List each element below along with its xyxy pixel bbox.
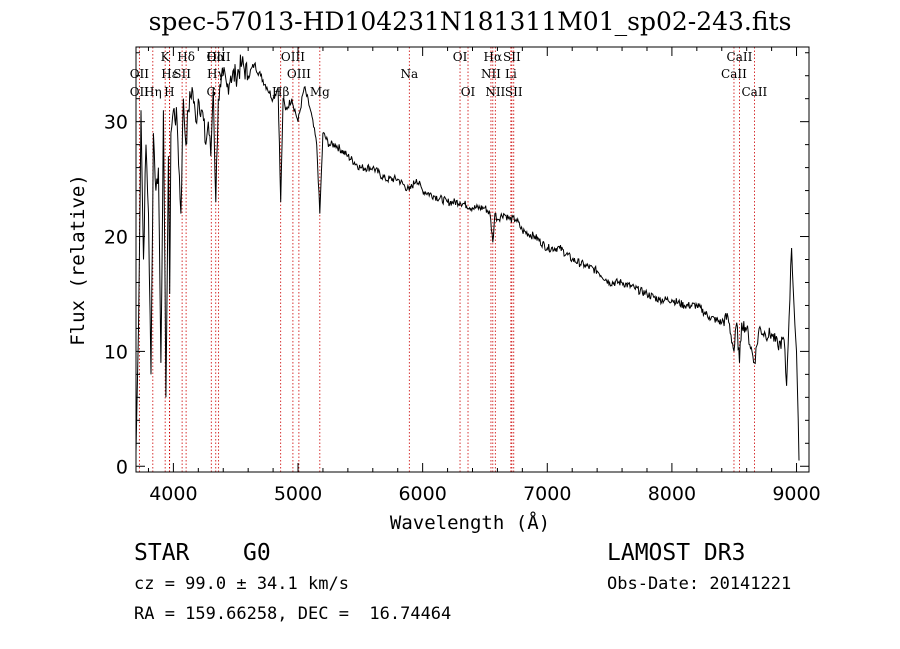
line-label-7: SII [503, 50, 521, 64]
line-label-11: SII [173, 67, 191, 81]
line-label-27: CaII [741, 85, 767, 99]
coordinates: RA = 159.66258, DEC = 16.74464 [134, 604, 452, 624]
line-label-18: OII [130, 85, 150, 99]
line-label-3: OIII [207, 50, 231, 64]
line-label-9: OII [130, 67, 150, 81]
line-label-8: CaII [727, 50, 753, 64]
line-label-5: OI [453, 50, 468, 64]
line-label-24: OI [461, 85, 476, 99]
line-label-16: Li [505, 67, 517, 81]
line-label-17: CaII [721, 67, 747, 81]
line-label-19: Hη [144, 85, 162, 99]
y-tick-label: 30 [104, 112, 128, 134]
emission-line-markers [138, 47, 755, 472]
y-axis-ticks: 0 10 20 30 [104, 52, 809, 478]
x-tick-label: 8000 [648, 483, 696, 505]
x-tick-label: 6000 [398, 483, 446, 505]
line-label-13: OIII [287, 67, 311, 81]
y-tick-label: 0 [116, 456, 128, 478]
line-label-6: Hα [484, 50, 503, 64]
line-label-15: NII [481, 67, 501, 81]
x-axis-ticks: 4000 5000 6000 7000 8000 9000 [147, 47, 821, 505]
line-label-2: Hα [206, 50, 225, 64]
x-tick-label: 9000 [772, 483, 820, 505]
line-label-0: Hδ [177, 50, 195, 64]
x-axis-label: Wavelength (Å) [390, 511, 550, 534]
line-label-26: SII [505, 85, 523, 99]
line-label-14: Na [400, 67, 418, 81]
spectrum-line [135, 54, 800, 461]
object-class: STAR [134, 540, 190, 566]
y-tick-label: 10 [104, 341, 128, 363]
line-label-20: H [164, 85, 174, 99]
line-label-1: K [161, 50, 171, 64]
redshift-value: cz = 99.0 ± 34.1 km/s [134, 574, 349, 594]
line-label-21: G [206, 85, 216, 99]
x-tick-label: 7000 [523, 483, 571, 505]
line-label-10: Hε [161, 67, 178, 81]
x-tick-label: 4000 [149, 483, 197, 505]
line-label-12: Hγ [207, 67, 225, 81]
survey-name: LAMOST DR3 [607, 540, 746, 566]
observation-date: Obs-Date: 20141221 [607, 574, 792, 594]
line-label-23: Mg [310, 85, 330, 99]
line-label-4: OIII [281, 50, 305, 64]
spectral-subclass: G0 [243, 540, 271, 566]
line-label-25: NII [485, 85, 505, 99]
y-tick-label: 20 [104, 227, 128, 249]
plot-frame [135, 46, 810, 473]
chart-title: spec-57013-HD104231N181311M01_sp02-243.f… [149, 7, 792, 36]
x-tick-label: 5000 [274, 483, 322, 505]
y-axis-label: Flux (relative) [67, 174, 89, 346]
